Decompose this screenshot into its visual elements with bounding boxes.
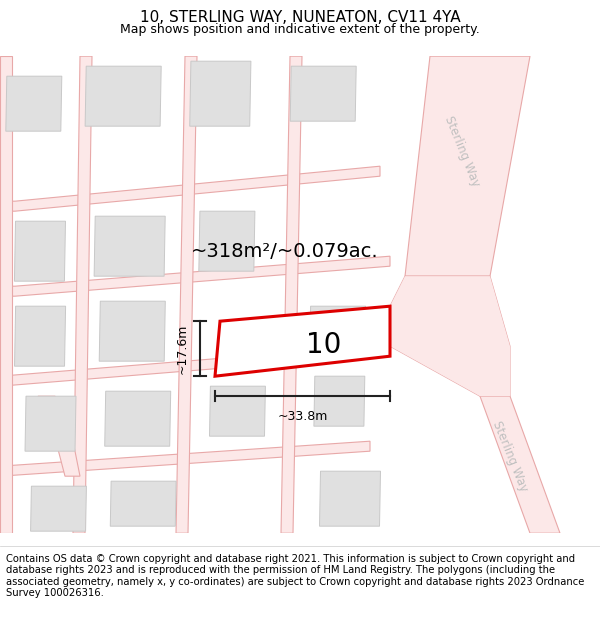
Polygon shape <box>110 481 176 526</box>
Text: Sterling Way: Sterling Way <box>442 114 482 188</box>
Text: ~318m²/~0.079ac.: ~318m²/~0.079ac. <box>191 242 379 261</box>
Polygon shape <box>25 396 76 451</box>
Polygon shape <box>94 216 165 276</box>
Text: 10: 10 <box>306 331 341 359</box>
Polygon shape <box>31 486 86 531</box>
Polygon shape <box>0 56 12 533</box>
Polygon shape <box>390 276 510 396</box>
Polygon shape <box>314 376 365 426</box>
Polygon shape <box>190 61 251 126</box>
Polygon shape <box>14 221 65 281</box>
Polygon shape <box>6 76 62 131</box>
Polygon shape <box>390 276 510 396</box>
Polygon shape <box>0 166 380 211</box>
Polygon shape <box>209 386 265 436</box>
Polygon shape <box>290 66 356 121</box>
Polygon shape <box>38 396 80 476</box>
Polygon shape <box>281 56 302 533</box>
Text: Map shows position and indicative extent of the property.: Map shows position and indicative extent… <box>120 22 480 36</box>
Text: 10, STERLING WAY, NUNEATON, CV11 4YA: 10, STERLING WAY, NUNEATON, CV11 4YA <box>140 10 460 25</box>
Polygon shape <box>405 56 530 276</box>
Polygon shape <box>199 211 255 271</box>
Polygon shape <box>14 306 65 366</box>
Polygon shape <box>99 301 166 361</box>
Polygon shape <box>105 391 170 446</box>
Text: Contains OS data © Crown copyright and database right 2021. This information is : Contains OS data © Crown copyright and d… <box>6 554 584 598</box>
Polygon shape <box>176 56 197 533</box>
Text: Sterling Way: Sterling Way <box>490 419 530 493</box>
Polygon shape <box>310 306 365 356</box>
Polygon shape <box>73 56 92 533</box>
Polygon shape <box>320 471 380 526</box>
Polygon shape <box>0 256 390 296</box>
Text: ~33.8m: ~33.8m <box>277 410 328 422</box>
Polygon shape <box>0 346 370 386</box>
Polygon shape <box>215 306 390 376</box>
Polygon shape <box>0 441 370 476</box>
Polygon shape <box>480 396 560 533</box>
Text: ~17.6m: ~17.6m <box>176 324 188 374</box>
Polygon shape <box>85 66 161 126</box>
